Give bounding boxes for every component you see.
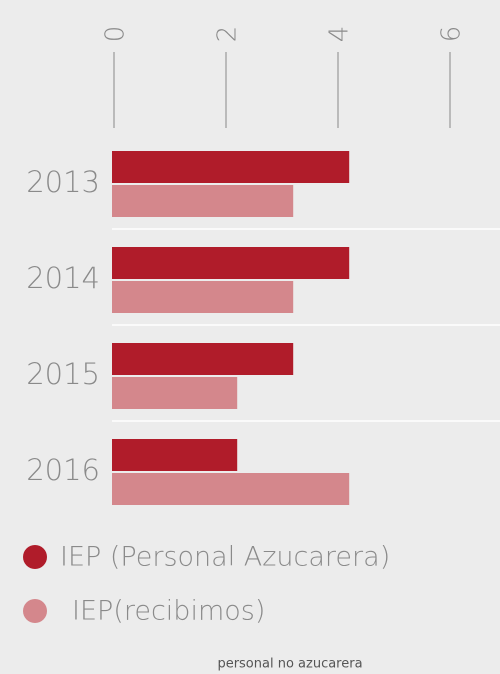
legend-swatch — [23, 599, 47, 623]
bar — [112, 473, 350, 505]
legend-label: IEP (Personal Azucarera) — [60, 542, 390, 573]
legend-label: IEP(recibimos) — [72, 596, 265, 627]
x-tick-label: 2 — [213, 26, 243, 43]
x-tick-label: 6 — [437, 26, 467, 43]
bar — [112, 439, 238, 471]
footnote: personal no azucarera — [217, 657, 362, 672]
bar — [112, 185, 294, 217]
y-tick-label: 2016 — [26, 453, 100, 487]
bar — [112, 343, 294, 375]
y-tick-label: 2013 — [26, 165, 100, 199]
bar — [112, 247, 350, 279]
y-tick-label: 2014 — [26, 261, 100, 295]
bar — [112, 281, 294, 313]
bar — [112, 151, 350, 183]
bar — [112, 377, 238, 409]
x-tick-label: 0 — [101, 26, 131, 43]
legend-swatch — [23, 545, 47, 569]
y-tick-label: 2015 — [26, 357, 100, 391]
x-tick-label: 4 — [325, 26, 355, 43]
